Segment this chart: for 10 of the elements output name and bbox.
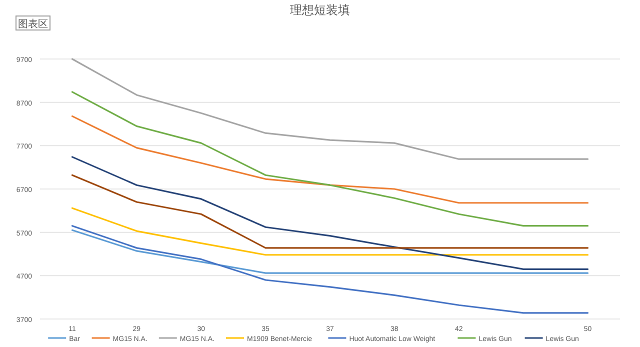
line-series: [71, 225, 589, 314]
line-series: [71, 91, 589, 227]
line-series: [71, 58, 589, 160]
text: 图表区: [18, 18, 48, 30]
line-series: [71, 229, 589, 274]
line-series: [71, 115, 589, 204]
line-series: [71, 156, 589, 270]
line-series: [71, 207, 589, 256]
chart-title: 理想短装填: [290, 3, 350, 17]
line-series: [71, 174, 589, 249]
